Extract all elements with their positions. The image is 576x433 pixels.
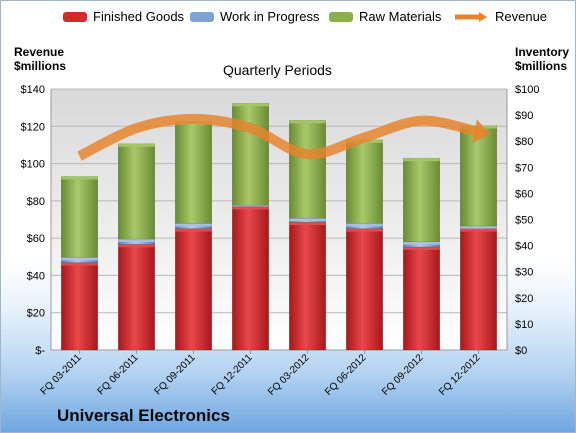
right-axis-title-line-2: $millions <box>515 59 568 73</box>
bar-raw-materials <box>289 120 326 219</box>
bar-finished-goods <box>61 262 98 351</box>
revenue-point <box>478 131 479 132</box>
right-axis-title: Inventory $millions <box>515 45 569 73</box>
bar-raw-materials <box>460 125 497 227</box>
left-axis-tick-label: $140 <box>21 84 45 96</box>
bar-cap-work-in-progress <box>61 257 98 261</box>
revenue-point <box>79 156 80 157</box>
bar-raw-materials <box>232 103 269 206</box>
right-axis-tick-label: $10 <box>515 319 533 331</box>
right-axis-tick-label: $80 <box>515 136 533 148</box>
left-axis-tick-label: $120 <box>21 121 45 133</box>
right-axis-tick-label: $50 <box>515 215 533 227</box>
left-axis-title-line-1: Revenue <box>14 45 65 59</box>
bar-cap-finished-goods <box>232 206 269 210</box>
legend-item-work-in-progress: Work in Progress <box>190 9 319 24</box>
right-axis-tick-label: $100 <box>515 84 539 96</box>
bar-finished-goods <box>346 228 383 351</box>
right-axis-tick-label: $0 <box>515 345 527 357</box>
x-axis-tick-label: FQ 09-2011 <box>153 352 198 397</box>
bar-raw-materials <box>175 121 212 224</box>
left-axis-tick-label: $80 <box>27 196 45 208</box>
legend-label-revenue: Revenue <box>495 9 548 24</box>
bar-cap-work-in-progress <box>403 241 440 245</box>
bar-raw-materials <box>403 157 440 242</box>
bar-cap-finished-goods <box>61 262 98 266</box>
chart-title: Quarterly Periods <box>223 62 332 78</box>
bar-cap-finished-goods <box>403 246 440 250</box>
legend-item-raw-materials: Raw Materials <box>329 9 441 24</box>
bar-cap-work-in-progress <box>289 218 326 222</box>
x-axis-tick-label: FQ 03-2011 <box>39 352 84 397</box>
revenue-line <box>77 113 480 161</box>
revenue-point <box>250 128 251 129</box>
x-axis-tick-label: FQ 12-2011 <box>210 352 255 397</box>
bar-cap-finished-goods <box>175 228 212 232</box>
bar-cap-finished-goods <box>118 244 155 248</box>
right-axis-tick-label: $20 <box>515 293 533 305</box>
bar-cap-work-in-progress <box>346 223 383 227</box>
bar-finished-goods <box>289 221 326 351</box>
bar-raw-materials <box>346 139 383 224</box>
bar-cap-finished-goods <box>289 222 326 226</box>
legend-label-work-in-progress: Work in Progress <box>220 9 320 24</box>
bar-cap-raw-materials <box>61 176 98 180</box>
left-axis-title: Revenue $millions <box>14 45 66 73</box>
revenue-point <box>193 118 194 119</box>
bar-raw-materials <box>118 143 155 240</box>
left-axis-tick-label: $- <box>35 345 45 357</box>
bar-cap-work-in-progress <box>232 205 269 207</box>
x-axis-tick-label: FQ 03-2012 <box>266 352 312 398</box>
revenue-point <box>307 154 308 155</box>
right-axis-tick-label: $30 <box>515 267 533 279</box>
x-axis-tick-label: FQ 06-2011 <box>96 352 141 397</box>
bar-finished-goods <box>232 206 269 351</box>
left-axis-tick-label: $60 <box>27 233 45 245</box>
right-axis-tick-label: $90 <box>515 110 533 122</box>
legend-item-revenue: Revenue <box>453 9 547 24</box>
bar-cap-finished-goods <box>346 228 383 232</box>
legend: Finished Goods Work in Progress Raw Mate… <box>1 9 575 29</box>
legend-arrow-revenue <box>453 11 489 23</box>
right-axis-tick-label: $60 <box>515 188 533 200</box>
bar-cap-work-in-progress <box>175 223 212 227</box>
left-axis-tick-label: $100 <box>21 159 45 171</box>
bar-finished-goods <box>460 228 497 351</box>
bar-finished-goods <box>403 246 440 351</box>
bar-cap-raw-materials <box>403 158 440 162</box>
bar-finished-goods <box>175 228 212 351</box>
legend-label-raw-materials: Raw Materials <box>359 9 442 24</box>
revenue-point <box>364 137 365 138</box>
left-axis-title-line-2: $millions <box>14 59 67 73</box>
x-axis-tick-label: FQ 06-2012 <box>323 352 369 398</box>
revenue-point <box>136 128 137 129</box>
x-axis-tick-label: FQ 09-2012 <box>380 352 426 398</box>
legend-swatch-finished-goods <box>63 11 87 22</box>
revenue-arrowhead <box>472 119 491 143</box>
legend-swatch-work-in-progress <box>190 11 214 22</box>
right-axis-tick-label: $40 <box>515 241 533 253</box>
bar-cap-work-in-progress <box>460 226 497 229</box>
legend-swatch-raw-materials <box>329 11 353 22</box>
bar-cap-raw-materials <box>232 103 269 107</box>
bar-finished-goods <box>118 244 155 351</box>
bar-cap-work-in-progress <box>118 239 155 243</box>
bar-raw-materials <box>61 176 98 258</box>
legend-item-finished-goods: Finished Goods <box>63 9 184 24</box>
right-axis-tick-label: $70 <box>515 162 533 174</box>
left-axis-tick-label: $40 <box>27 270 45 282</box>
revenue-point <box>421 120 422 121</box>
bar-cap-finished-goods <box>460 228 497 232</box>
bar-cap-raw-materials <box>118 143 155 147</box>
left-axis-tick-label: $20 <box>27 308 45 320</box>
x-axis-tick-label: FQ 12-2012 <box>437 352 483 398</box>
legend-label-finished-goods: Finished Goods <box>93 9 185 24</box>
bar-cap-raw-materials <box>289 120 326 124</box>
company-name: Universal Electronics <box>57 406 230 425</box>
right-axis-title-line-1: Inventory <box>515 45 570 59</box>
